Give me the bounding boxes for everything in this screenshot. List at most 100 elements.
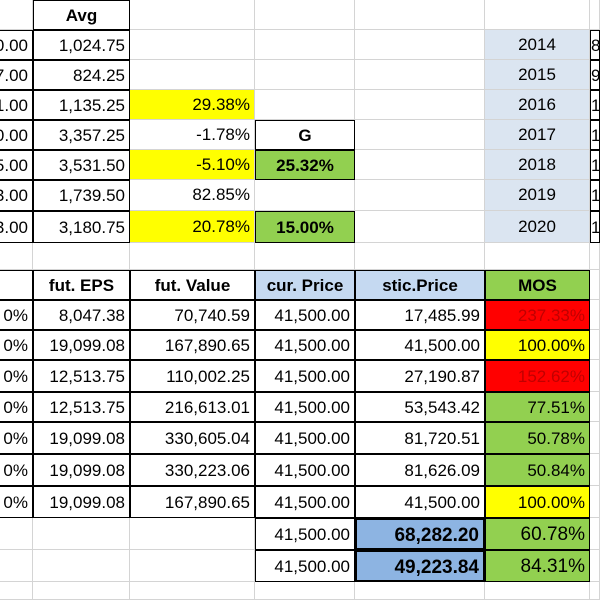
g-cell[interactable] (255, 30, 355, 60)
cell-empty[interactable] (590, 330, 600, 360)
cell-empty[interactable] (130, 582, 255, 600)
avg-cell[interactable]: 1,024.75 (33, 30, 130, 60)
stic-price-cell[interactable]: 81,626.09 (355, 454, 485, 486)
value-cell[interactable]: 8,648.00 (590, 30, 600, 60)
cur-price-cell[interactable]: 41,500.00 (255, 454, 355, 486)
cell-col-a[interactable]: 0% (0, 360, 33, 392)
fut-eps-cell[interactable]: 12,513.75 (33, 360, 130, 392)
cur-price-cell[interactable]: 41,500.00 (255, 422, 355, 454)
cell-empty[interactable] (590, 486, 600, 518)
mos-cell[interactable]: 50.78% (485, 422, 590, 454)
avg-cell[interactable]: 1,135.25 (33, 90, 130, 120)
cell-empty[interactable] (33, 518, 130, 550)
pct-cell[interactable]: 29.38% (130, 90, 255, 120)
cell-empty[interactable] (590, 360, 600, 392)
avg-cell[interactable]: 1,739.50 (33, 180, 130, 211)
mos-cell[interactable]: 100.00% (485, 486, 590, 518)
cell-empty[interactable] (590, 550, 600, 582)
value-cell[interactable]: 9,385.00 (590, 60, 600, 90)
mos-cell[interactable]: 50.84% (485, 454, 590, 486)
cell-a-header[interactable] (0, 0, 33, 30)
cell-empty[interactable] (130, 518, 255, 550)
cell-empty[interactable] (355, 180, 485, 211)
cell-empty[interactable] (485, 0, 590, 30)
cell-empty[interactable] (33, 243, 130, 270)
cell-empty[interactable] (355, 243, 485, 270)
cell-col-a[interactable]: 0% (0, 300, 33, 330)
cell-empty[interactable] (590, 0, 600, 30)
cell-col-a[interactable]: 0.00 (0, 120, 33, 150)
cell-empty[interactable] (130, 243, 255, 270)
cell-empty[interactable] (355, 90, 485, 120)
cell-empty[interactable] (590, 300, 600, 330)
cell-col-a[interactable]: 5.00 (0, 150, 33, 180)
avg-cell[interactable]: 3,180.75 (33, 211, 130, 243)
cell-empty[interactable] (590, 582, 600, 600)
fut-value-cell[interactable]: 216,613.01 (130, 392, 255, 422)
value-cell[interactable]: 14,201.00 (590, 211, 600, 243)
value-cell[interactable]: 15,964.00 (590, 150, 600, 180)
mos-cell[interactable]: 152.62% (485, 360, 590, 392)
cell-empty[interactable] (0, 243, 33, 270)
stic-price-cell[interactable]: 41,500.00 (355, 486, 485, 518)
cell-col-a[interactable]: 0% (0, 392, 33, 422)
pct-cell[interactable]: -1.78% (130, 120, 255, 150)
fut-value-cell[interactable]: 167,890.65 (130, 330, 255, 360)
cell-empty[interactable] (255, 0, 355, 30)
cell-empty[interactable] (590, 518, 600, 550)
g-cell[interactable] (255, 90, 355, 120)
cell-col-a[interactable]: 1.00 (0, 90, 33, 120)
header-fut-value[interactable]: fut. Value (130, 270, 255, 300)
fut-eps-cell[interactable]: 19,099.08 (33, 454, 130, 486)
cell-empty[interactable] (590, 422, 600, 454)
total-stic-price[interactable]: 68,282.20 (355, 518, 485, 550)
cell-empty[interactable] (485, 243, 590, 270)
fut-value-cell[interactable]: 70,740.59 (130, 300, 255, 330)
stic-price-cell[interactable]: 41,500.00 (355, 330, 485, 360)
fut-value-cell[interactable]: 330,605.04 (130, 422, 255, 454)
cell-col-a[interactable]: 0% (0, 486, 33, 518)
cell-empty[interactable] (0, 270, 33, 300)
year-cell[interactable]: 2020 (485, 211, 590, 243)
cur-price-cell[interactable]: 41,500.00 (255, 392, 355, 422)
value-cell[interactable]: 12,314.00 (590, 180, 600, 211)
g-cell[interactable]: 25.32% (255, 150, 355, 180)
cell-empty[interactable] (0, 582, 33, 600)
cell-empty[interactable] (355, 0, 485, 30)
cell-empty[interactable] (0, 518, 33, 550)
cur-price-cell[interactable]: 41,500.00 (255, 486, 355, 518)
avg-cell[interactable]: 3,357.25 (33, 120, 130, 150)
cell-empty[interactable] (590, 392, 600, 422)
header-fut-eps[interactable]: fut. EPS (33, 270, 130, 300)
header-stic-price[interactable]: stic.Price (355, 270, 485, 300)
fut-value-cell[interactable]: 110,002.25 (130, 360, 255, 392)
cell-col-a[interactable]: 3.00 (0, 180, 33, 211)
fut-eps-cell[interactable]: 19,099.08 (33, 422, 130, 454)
cell-empty[interactable] (485, 582, 590, 600)
cell-empty[interactable] (590, 454, 600, 486)
cell-empty[interactable] (355, 120, 485, 150)
g-cell[interactable]: 15.00% (255, 211, 355, 243)
value-cell[interactable]: 12,390.00 (590, 120, 600, 150)
cell-col-a[interactable]: 0% (0, 422, 33, 454)
cell-empty[interactable] (130, 0, 255, 30)
cell-empty[interactable] (355, 60, 485, 90)
cur-price-cell[interactable]: 41,500.00 (255, 300, 355, 330)
mos-cell[interactable]: 77.51% (485, 392, 590, 422)
mos-cell[interactable]: 100.00% (485, 330, 590, 360)
year-cell[interactable]: 2018 (485, 150, 590, 180)
cell-col-a[interactable]: 0% (0, 330, 33, 360)
header-mos[interactable]: MOS (485, 270, 590, 300)
cur-price-cell[interactable]: 41,500.00 (255, 360, 355, 392)
g-cell[interactable] (255, 60, 355, 90)
cell-empty[interactable] (355, 30, 485, 60)
g-cell[interactable] (255, 180, 355, 211)
stic-price-cell[interactable]: 53,543.42 (355, 392, 485, 422)
pct-cell[interactable]: 20.78% (130, 211, 255, 243)
stic-price-cell[interactable]: 81,720.51 (355, 422, 485, 454)
cell-empty[interactable] (0, 550, 33, 582)
year-cell[interactable]: 2015 (485, 60, 590, 90)
total-cur-price[interactable]: 41,500.00 (255, 518, 355, 550)
stic-price-cell[interactable]: 17,485.99 (355, 300, 485, 330)
total-mos[interactable]: 84.31% (485, 550, 590, 582)
